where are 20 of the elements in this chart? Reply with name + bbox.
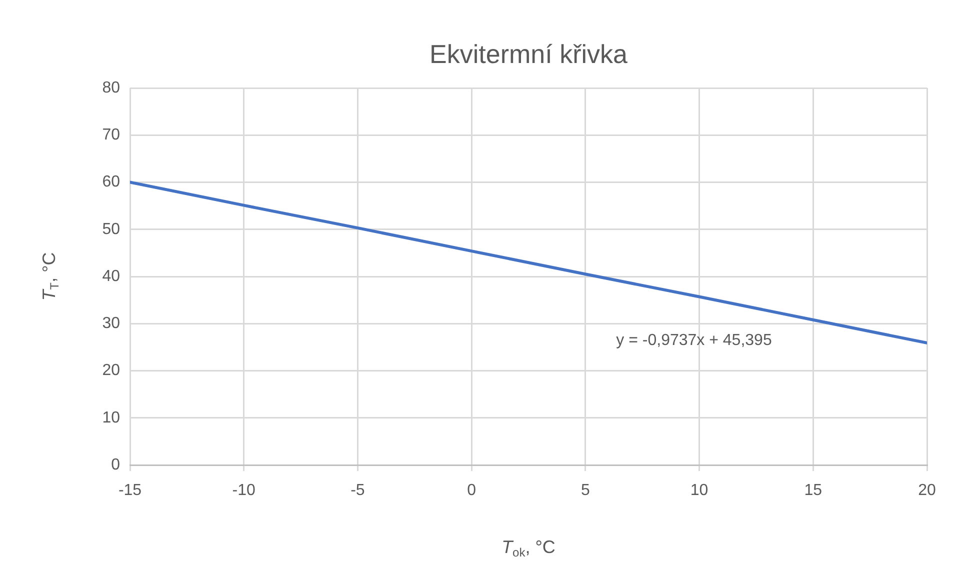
y-tick-label: 40	[102, 268, 120, 285]
x-tick-label: 20	[918, 482, 936, 500]
y-tick-label: 20	[102, 362, 120, 380]
x-tick-label: 0	[467, 482, 476, 500]
x-tick-label: -5	[350, 482, 365, 500]
y-tick-label: 80	[102, 79, 120, 96]
chart-title: Ekvitermní křivka	[430, 39, 628, 70]
y-axis-title: TT, °C	[38, 252, 62, 301]
y-tick-label: 0	[111, 456, 120, 474]
y-tick-label: 50	[102, 220, 120, 238]
x-tick-label: 10	[690, 482, 708, 500]
x-tick-label: -15	[118, 482, 142, 500]
y-tick-label: 10	[102, 409, 120, 426]
y-tick-label: 60	[102, 174, 120, 191]
y-tick-label: 30	[102, 315, 120, 332]
annotation: y = -0,9737x + 45,395	[616, 332, 772, 349]
x-tick-label: 5	[580, 482, 590, 500]
x-tick-label: -10	[232, 482, 256, 500]
y-tick-label: 70	[102, 126, 120, 144]
x-tick-label: 15	[804, 482, 822, 500]
